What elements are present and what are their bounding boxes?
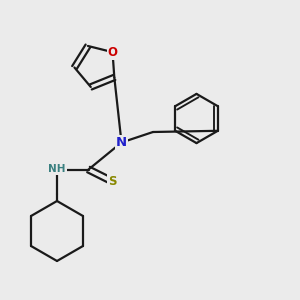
Text: S: S <box>108 175 117 188</box>
Text: N: N <box>116 136 127 149</box>
Text: O: O <box>107 46 118 59</box>
Text: NH: NH <box>48 164 66 175</box>
